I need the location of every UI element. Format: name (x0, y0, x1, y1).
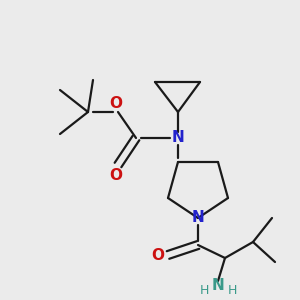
Text: O: O (110, 167, 122, 182)
Text: N: N (172, 130, 184, 146)
Text: O: O (110, 95, 122, 110)
Text: H: H (227, 284, 237, 296)
Text: N: N (212, 278, 224, 292)
Text: H: H (199, 284, 209, 296)
Text: N: N (192, 211, 204, 226)
Text: O: O (152, 248, 164, 262)
